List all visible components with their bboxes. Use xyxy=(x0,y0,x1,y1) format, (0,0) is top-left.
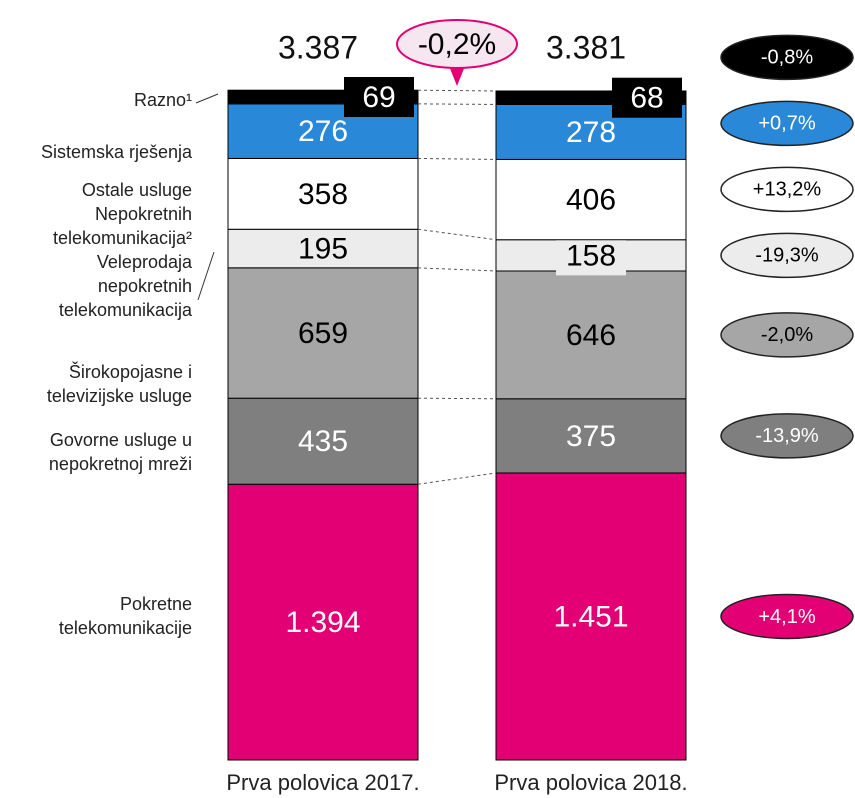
bar-segment xyxy=(227,228,419,269)
total-change: -0,2% xyxy=(418,28,496,61)
change-label: -19,3% xyxy=(755,245,819,267)
value-label: 1.451 xyxy=(553,600,628,633)
change-ellipse xyxy=(720,100,854,147)
leader-line xyxy=(197,251,215,301)
connector xyxy=(417,103,497,105)
total-label: 3.387 xyxy=(278,29,358,65)
bar-segment xyxy=(227,157,419,230)
value-label: 358 xyxy=(298,178,348,211)
change-label: +0,7% xyxy=(758,113,815,135)
callout xyxy=(396,19,518,69)
change-ellipse xyxy=(720,232,854,279)
bar-segment xyxy=(495,158,687,241)
change-ellipse xyxy=(720,413,854,459)
value-label: 435 xyxy=(298,425,348,458)
change-ellipse xyxy=(720,593,854,640)
change-ellipse xyxy=(720,34,854,81)
x-tick-label: Prva polovica 2018. xyxy=(494,770,687,795)
bar-segment xyxy=(227,483,419,761)
value-label: 406 xyxy=(566,184,616,217)
total-label: 3.381 xyxy=(546,29,626,65)
legend-label: Ostale usluge Nepokretnih telekomunikaci… xyxy=(52,180,192,248)
legend-label: Sistemska rješenja xyxy=(40,142,192,162)
label-box xyxy=(344,77,414,118)
bar-segment xyxy=(495,472,687,761)
connector xyxy=(417,228,497,241)
change-ellipse xyxy=(720,166,854,213)
connector xyxy=(417,472,497,485)
legend-label: Razno¹ xyxy=(133,90,192,110)
connector xyxy=(417,157,497,160)
change-label: +4,1% xyxy=(758,606,815,628)
label-box xyxy=(556,235,626,276)
value-label: 278 xyxy=(566,116,616,149)
value-label: 659 xyxy=(298,317,348,350)
legend-label: Širokopojasne i televizijske usluge xyxy=(46,362,192,406)
change-label: -0,8% xyxy=(761,47,813,69)
value-label: 276 xyxy=(298,115,348,148)
bar-segment xyxy=(227,267,419,399)
callout-pointer xyxy=(449,66,465,86)
label-box xyxy=(612,77,682,118)
change-label: -13,9% xyxy=(755,425,819,447)
value-label: 195 xyxy=(298,232,348,265)
connector xyxy=(417,397,497,400)
legend-label: Veleprodaja nepokretnih telekomunikacija xyxy=(58,252,192,320)
change-label: -2,0% xyxy=(761,324,813,346)
connector xyxy=(417,89,497,92)
value-label: 1.394 xyxy=(285,606,360,639)
value-label: 375 xyxy=(566,420,616,453)
legend-label: Pokretne telekomunikacije xyxy=(58,594,192,638)
leader-line xyxy=(195,93,219,104)
legend-label: Govorne usluge u nepokretnoj mreži xyxy=(48,430,192,474)
value-label: 68 xyxy=(630,82,663,115)
x-tick-label: Prva polovica 2017. xyxy=(226,770,419,795)
change-ellipse xyxy=(720,312,854,358)
change-label: +13,2% xyxy=(753,179,822,201)
value-label: 69 xyxy=(362,81,395,114)
connector xyxy=(417,267,497,272)
bar-segment xyxy=(495,270,687,400)
value-label: 646 xyxy=(566,319,616,352)
value-label: 158 xyxy=(566,239,616,272)
